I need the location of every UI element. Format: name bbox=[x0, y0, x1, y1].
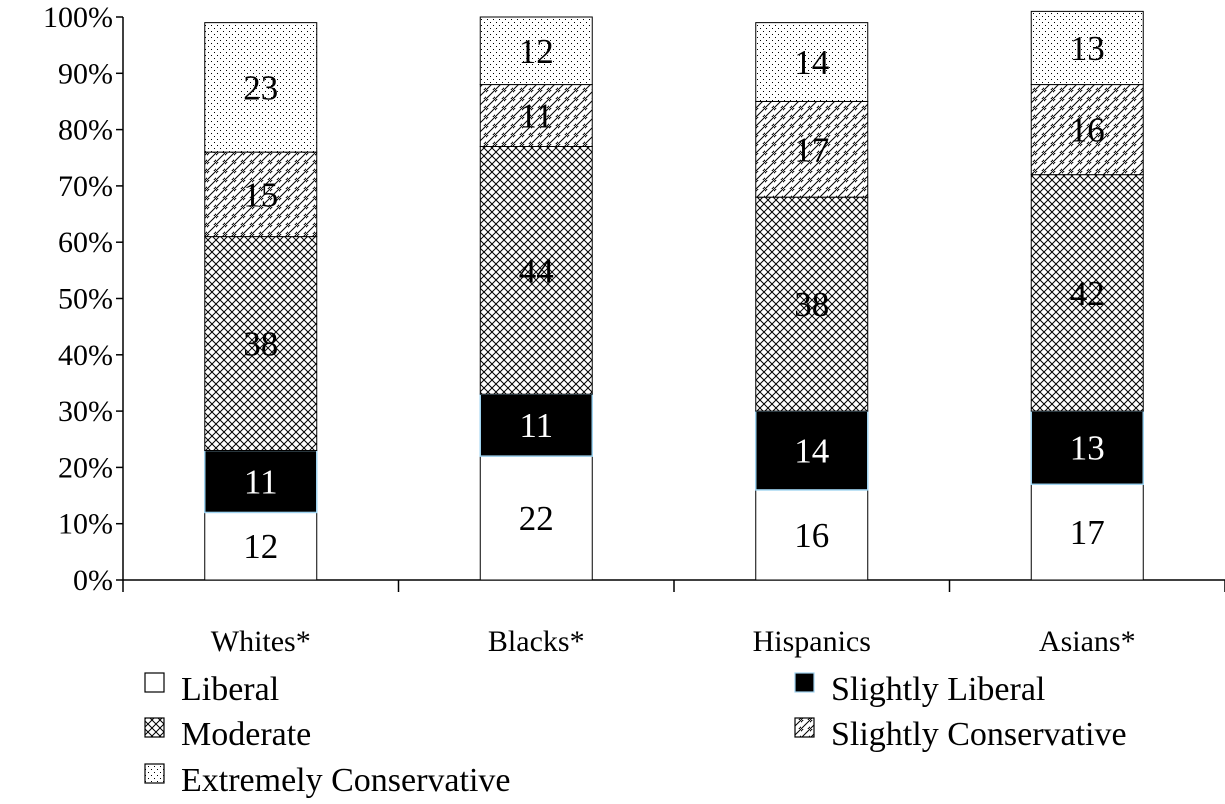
data-label-extremely-conservative-hispanics: 14 bbox=[794, 43, 829, 82]
y-tick-label: 60% bbox=[58, 226, 113, 259]
data-label-slightly-liberal-blacks: 11 bbox=[519, 406, 553, 445]
x-category-label: Asians* bbox=[1039, 625, 1136, 658]
legend-label-liberal: Liberal bbox=[181, 671, 279, 708]
y-tick-label: 10% bbox=[58, 508, 113, 541]
data-label-liberal-asians: 17 bbox=[1070, 513, 1105, 552]
legend: Liberal Slightly Liberal Moderate Slightly … bbox=[144, 671, 1127, 799]
x-category-label: Blacks* bbox=[488, 625, 585, 658]
data-labels: 12 11 38 15 23 22 11 44 11 12 16 14 38 17 14 17 13 42 16 13 bbox=[243, 29, 1105, 566]
bar-extremely-conservative-hispanics bbox=[755, 22, 869, 102]
data-label-slightly-conservative-whites: 15 bbox=[243, 175, 278, 214]
y-tick-label: 100% bbox=[43, 1, 113, 34]
data-label-slightly-conservative-asians: 16 bbox=[1070, 111, 1105, 150]
legend-swatch-extremely-conservative bbox=[144, 763, 165, 784]
legend-label-slightly-conservative: Slightly Conservative bbox=[831, 716, 1127, 753]
y-tick-label: 70% bbox=[58, 170, 113, 203]
legend-label-moderate: Moderate bbox=[181, 716, 311, 753]
y-tick-label: 40% bbox=[58, 339, 113, 372]
data-label-slightly-conservative-blacks: 11 bbox=[519, 97, 553, 136]
bar-liberal-whites bbox=[204, 511, 318, 581]
data-label-moderate-blacks: 44 bbox=[519, 251, 554, 290]
y-tick-label: 50% bbox=[58, 283, 113, 316]
bars bbox=[204, 10, 1144, 581]
bar-moderate-blacks bbox=[479, 145, 593, 395]
y-tick-label: 30% bbox=[58, 395, 113, 428]
y-tick-label: 80% bbox=[58, 114, 113, 147]
y-tick-label: 0% bbox=[73, 564, 113, 597]
bar-slightly-conservative-hispanics bbox=[755, 100, 869, 198]
bar-moderate-asians bbox=[1030, 174, 1144, 412]
data-label-slightly-conservative-hispanics: 17 bbox=[794, 130, 829, 169]
legend-swatch-liberal bbox=[144, 672, 165, 693]
bar-slightly-conservative-blacks bbox=[479, 84, 593, 147]
legend-swatch-slightly-conservative bbox=[794, 717, 815, 738]
data-label-moderate-asians: 42 bbox=[1070, 274, 1105, 313]
bar-extremely-conservative-blacks bbox=[479, 16, 593, 86]
legend-label-slightly-liberal: Slightly Liberal bbox=[831, 671, 1045, 708]
bar-slightly-conservative-asians bbox=[1030, 84, 1144, 176]
data-label-slightly-liberal-whites: 11 bbox=[244, 462, 278, 501]
legend-swatch-moderate bbox=[144, 717, 165, 738]
y-tick-label: 90% bbox=[58, 57, 113, 90]
bar-slightly-liberal-asians bbox=[1030, 410, 1144, 486]
bar-slightly-conservative-whites bbox=[204, 151, 318, 238]
legend-label-extremely-conservative: Extremely Conservative bbox=[181, 762, 511, 799]
data-label-slightly-liberal-hispanics: 14 bbox=[794, 432, 829, 471]
bar-extremely-conservative-asians bbox=[1030, 10, 1144, 86]
bar-extremely-conservative-whites bbox=[204, 22, 318, 153]
data-label-liberal-whites: 12 bbox=[243, 527, 278, 566]
data-label-extremely-conservative-whites: 23 bbox=[243, 68, 278, 107]
x-category-label: Hispanics bbox=[753, 625, 871, 658]
data-label-slightly-liberal-asians: 13 bbox=[1070, 429, 1105, 468]
data-label-extremely-conservative-asians: 13 bbox=[1070, 29, 1105, 68]
data-label-liberal-blacks: 22 bbox=[519, 499, 554, 538]
data-label-moderate-whites: 38 bbox=[243, 325, 278, 364]
bar-liberal-hispanics bbox=[755, 489, 869, 581]
bar-liberal-asians bbox=[1030, 483, 1144, 581]
y-tick-label: 20% bbox=[58, 451, 113, 484]
data-label-extremely-conservative-blacks: 12 bbox=[519, 32, 554, 71]
x-category-label: Whites* bbox=[211, 625, 311, 658]
bar-moderate-hispanics bbox=[755, 196, 869, 412]
legend-swatch-slightly-liberal bbox=[794, 672, 815, 693]
data-label-liberal-hispanics: 16 bbox=[794, 516, 829, 555]
axes: 0% 10% 20% 30% 40% 50% 60% 70% 80% 90% 100% Whites*… bbox=[43, 1, 1225, 658]
data-label-moderate-hispanics: 38 bbox=[794, 285, 829, 324]
